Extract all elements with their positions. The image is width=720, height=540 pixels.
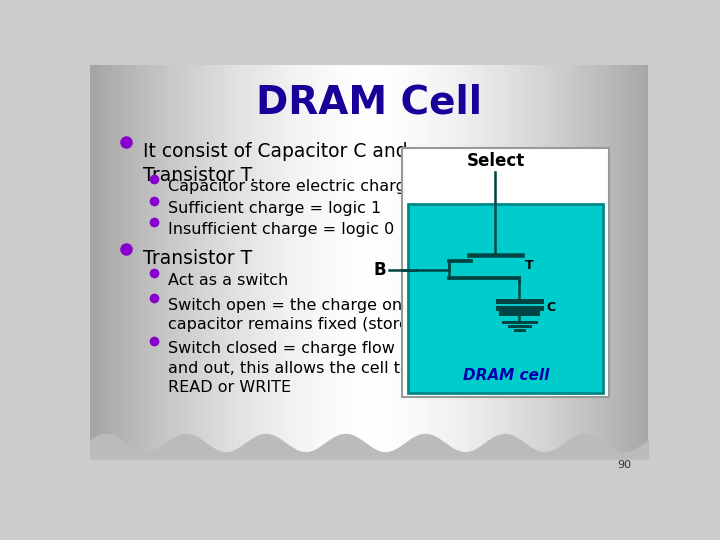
Text: 90: 90: [617, 460, 631, 470]
Text: Select: Select: [467, 152, 524, 170]
Text: Act as a switch: Act as a switch: [168, 273, 289, 288]
Text: DRAM Cell: DRAM Cell: [256, 84, 482, 122]
Text: T: T: [525, 259, 534, 272]
Text: Capacitor store electric charge: Capacitor store electric charge: [168, 179, 416, 194]
Bar: [408, 204, 603, 393]
Text: Transistor T: Transistor T: [143, 248, 252, 268]
Bar: [402, 148, 609, 397]
Text: C: C: [546, 301, 555, 314]
Text: DRAM cell: DRAM cell: [462, 368, 549, 383]
Text: B: B: [373, 261, 386, 279]
Text: Sufficient charge = logic 1: Sufficient charge = logic 1: [168, 201, 382, 216]
Text: Switch open = the charge on
capacitor remains fixed (stored): Switch open = the charge on capacitor re…: [168, 298, 426, 332]
Text: It consist of Capacitor C and
Transistor T.: It consist of Capacitor C and Transistor…: [143, 141, 408, 185]
Text: Switch closed = charge flow in
and out, this allows the cell to be
READ or WRITE: Switch closed = charge flow in and out, …: [168, 341, 435, 395]
Text: Insufficient charge = logic 0: Insufficient charge = logic 0: [168, 222, 395, 237]
